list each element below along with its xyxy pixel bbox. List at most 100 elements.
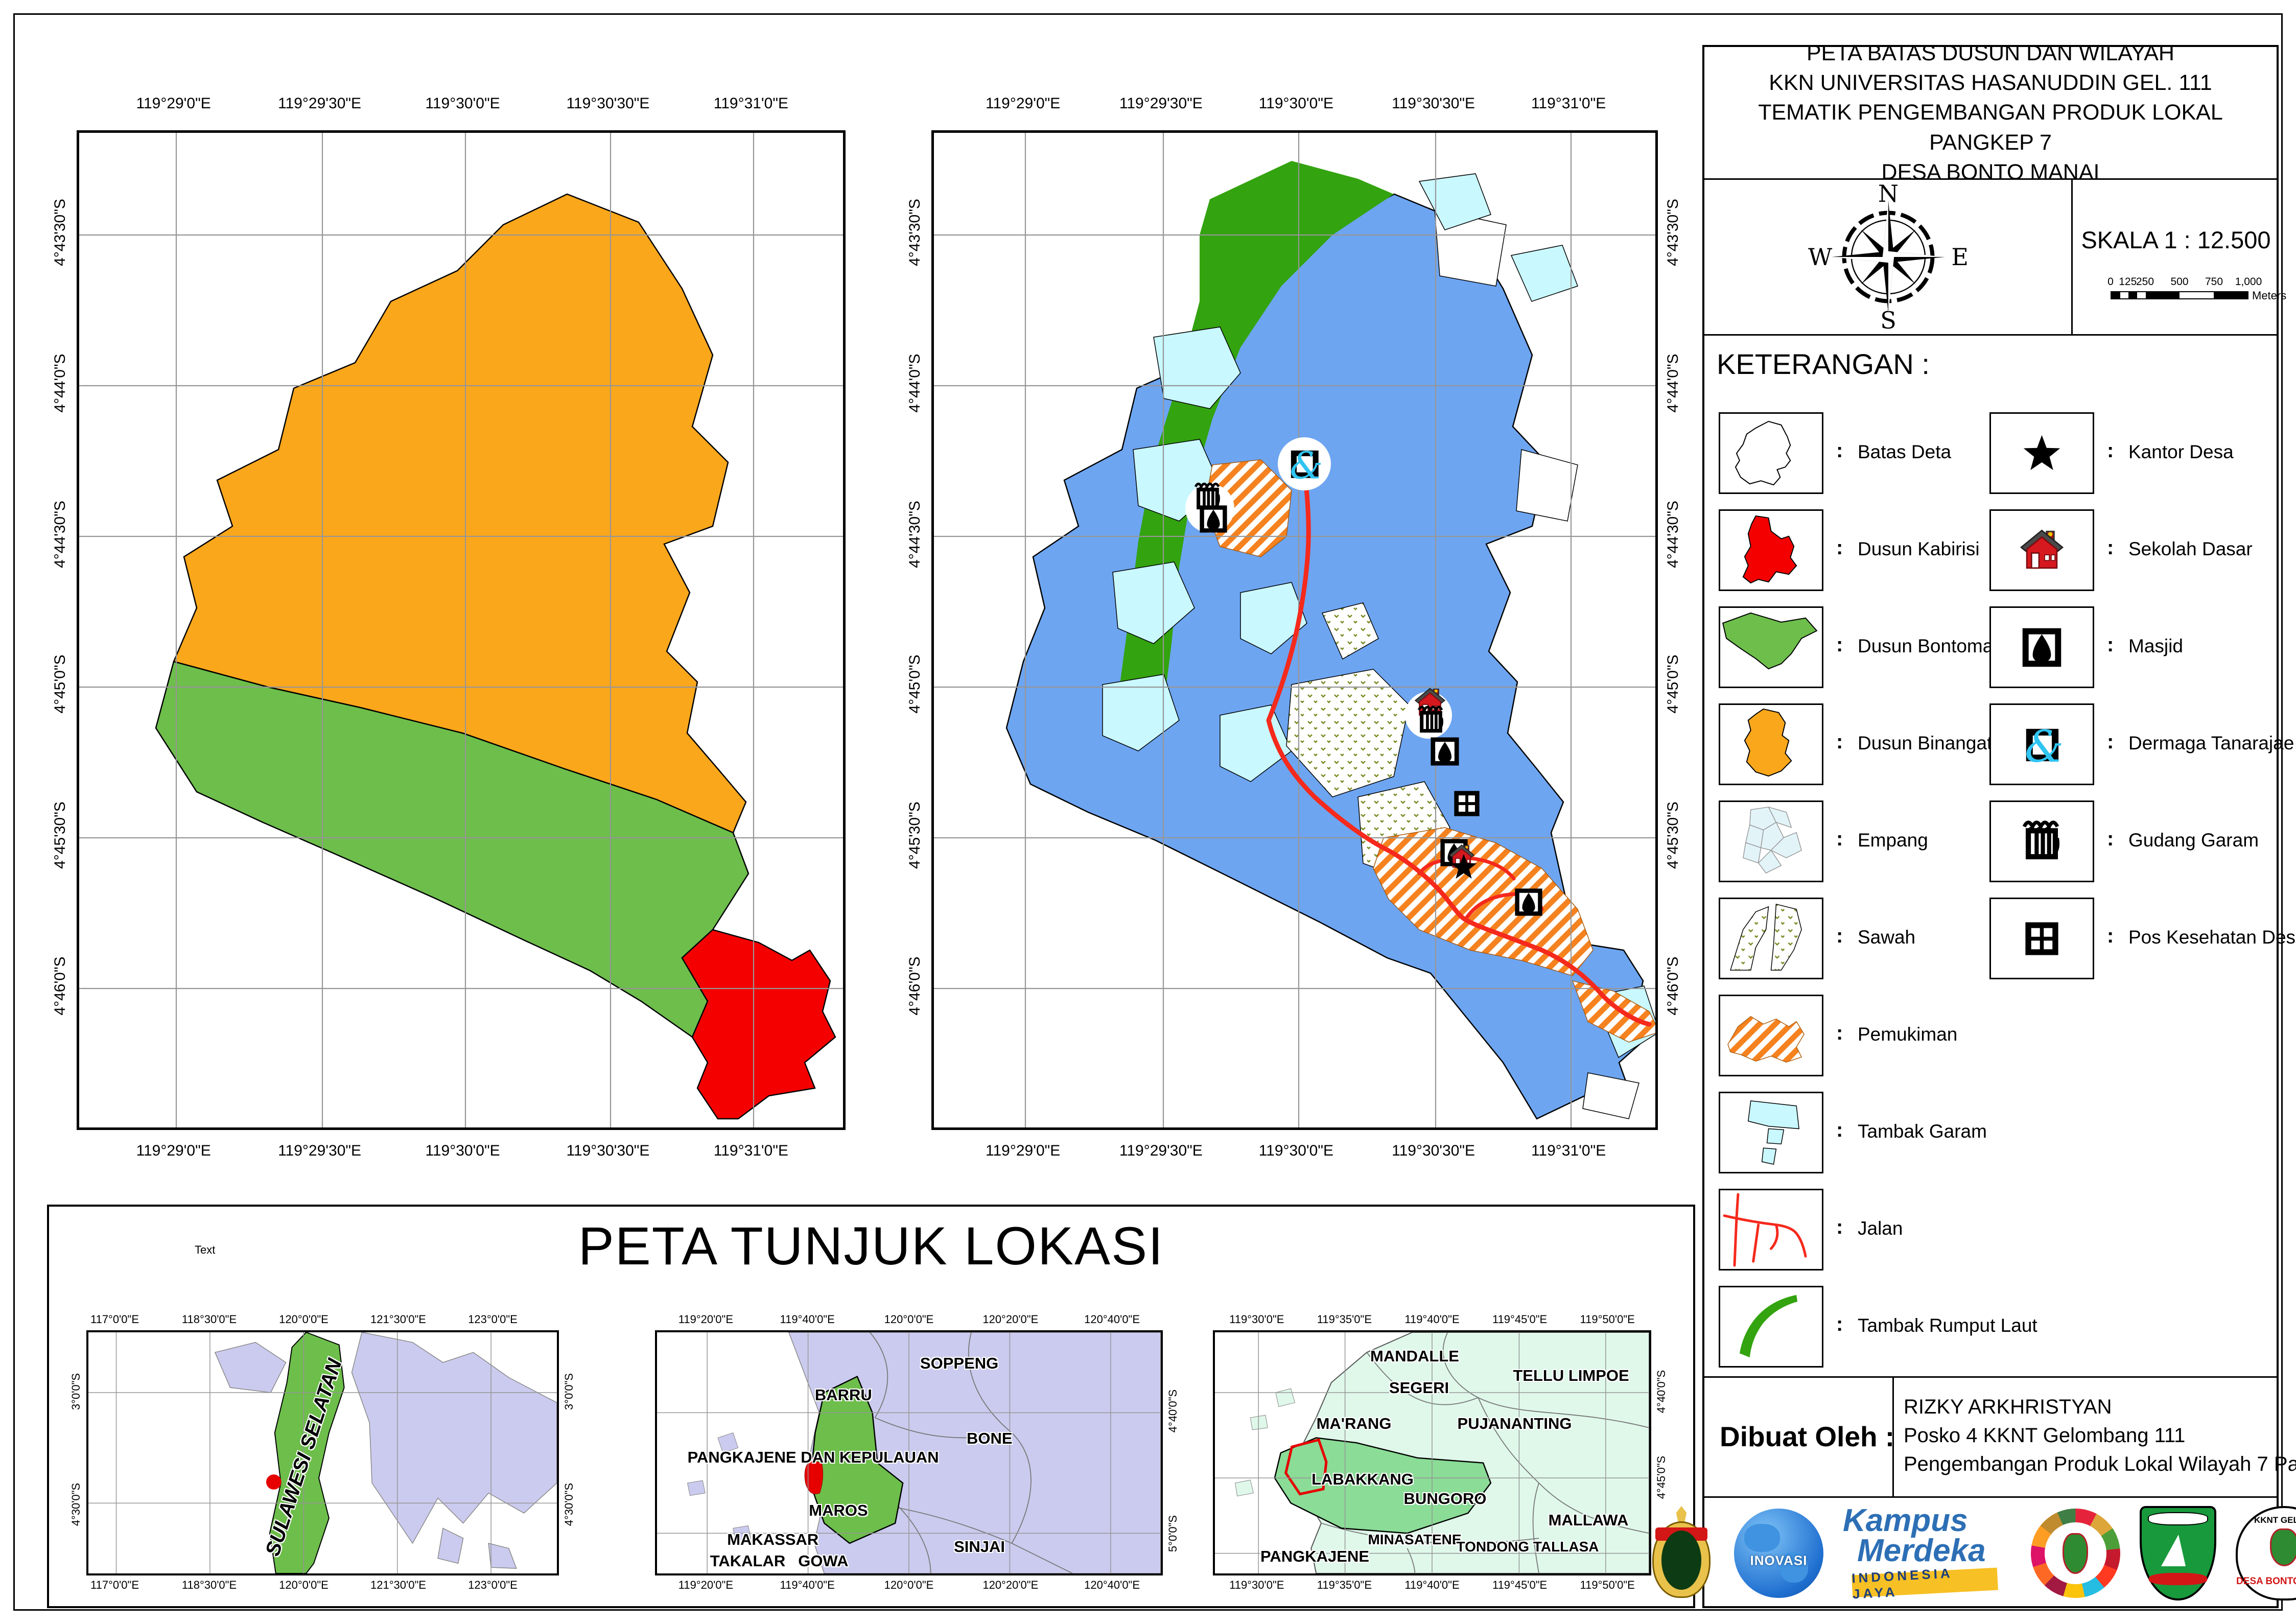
inset-kabupaten: SOPPENG BARRU BONE PANGKAJENE DAN KEPULA…	[655, 1330, 1163, 1575]
right-map-lon-bottom: 119°29'0"E 119°29'30"E 119°30'0"E 119°30…	[931, 1142, 1658, 1163]
legend-colon: :	[1836, 925, 1843, 947]
right-map-lat-right: 4°43'30"S 4°44'0"S 4°44'30"S 4°45'0"S 4°…	[1662, 130, 1684, 1130]
credit-line: Pengembangan Produk Lokal Wilayah 7 Pang…	[1904, 1453, 2296, 1475]
scale-bar	[2111, 291, 2248, 299]
lon-label: 119°30'30"E	[566, 1142, 650, 1159]
legend-label: Sawah	[1858, 927, 1916, 948]
legend-colon: :	[2107, 439, 2114, 462]
region-label: BUNGORO	[1403, 1489, 1487, 1508]
lon-label: 119°40'0"E	[780, 1313, 835, 1326]
lon-label: 117°0'0"E	[90, 1579, 139, 1591]
legend-swatch-pos-kesehatan	[1989, 898, 2094, 979]
lon-label: 121°30'0"E	[370, 1579, 426, 1591]
lon-label: 119°35'0"E	[1317, 1313, 1372, 1326]
inset2-lat-right: 4°40'0"S 5°0'0"S	[1164, 1330, 1182, 1575]
lat-label: 4°30'0"S	[563, 1482, 575, 1526]
lon-label: 119°29'30"E	[278, 95, 362, 112]
inset1-lat-left: 3°0'0"S 4°30'0"S	[67, 1330, 85, 1575]
sdgs-logo	[2031, 1509, 2120, 1598]
non-village-gap	[1434, 209, 1507, 287]
inset-kabupaten-svg	[657, 1332, 1161, 1573]
legend-swatch-dusun-kabirisi	[1719, 509, 1823, 591]
left-map-gridlines	[79, 133, 843, 1127]
non-village-gap	[1516, 449, 1578, 522]
sheet-border	[13, 13, 2283, 1611]
legend-label: Gudang Garam	[2128, 830, 2259, 851]
inset1-lon-bottom: 117°0'0"E 118°30'0"E 120°0'0"E 121°30'0"…	[86, 1579, 559, 1593]
legend-swatch-sawah	[1719, 898, 1823, 979]
lat-label: 4°44'30"S	[1665, 500, 1681, 568]
lat-label: 4°44'30"S	[906, 500, 923, 568]
lon-label: 119°50'0"E	[1580, 1313, 1635, 1326]
scale-tick: 750	[2205, 276, 2223, 288]
lon-label: 119°29'30"E	[278, 1142, 362, 1159]
legend-swatch-sekolah-dasar	[1989, 509, 2094, 591]
lon-label: 120°0'0"E	[884, 1313, 934, 1326]
legend-label: Masjid	[2128, 636, 2183, 656]
legend-label: Batas Deta	[1858, 441, 1952, 462]
tambak-garam-area	[1220, 704, 1292, 782]
region-label: PUJANANTING	[1457, 1415, 1572, 1433]
scale-unit: Meters	[2252, 289, 2287, 302]
legend-colon: :	[2107, 828, 2114, 850]
lat-label: 4°45'0"S	[906, 654, 923, 714]
island	[214, 1341, 287, 1393]
legend-label: Dusun Binangatoa	[1858, 733, 2013, 754]
legend-swatch-kantor-desa	[1989, 412, 2094, 494]
lat-label: 4°44'30"S	[52, 500, 68, 568]
inset1-lat-right: 3°0'0"S 4°30'0"S	[560, 1330, 578, 1575]
lon-label: 120°20'0"E	[982, 1313, 1039, 1326]
lon-label: 119°31'0"E	[713, 95, 789, 112]
legend-label: Sekolah Dasar	[2128, 538, 2253, 559]
legend-label: Pemukiman	[1858, 1024, 1958, 1045]
tambak-garam-area	[1510, 245, 1578, 302]
tambak-rumput-laut-area	[1118, 161, 1394, 705]
left-map-lon-top: 119°29'0"E 119°29'30"E 119°30'0"E 119°30…	[77, 95, 846, 115]
lon-label: 119°29'0"E	[136, 1142, 211, 1159]
lon-label: 119°30'0"E	[1258, 95, 1333, 112]
lat-label: 4°44'0"S	[52, 354, 68, 413]
inset-kecamatan: MANDALLE SEGERI TELLU LIMPOE MA'RANG PUJ…	[1213, 1330, 1651, 1575]
lon-label: 119°30'30"E	[566, 95, 650, 112]
tambak-garam-area	[1153, 326, 1241, 409]
masjid-icon	[1517, 891, 1540, 914]
legend-colon: :	[1836, 1119, 1843, 1141]
scalebar-ticks: 0 125 250 500 750 1,000	[2107, 276, 2262, 289]
map-title-line: TEMATIK PENGEMBANGAN PRODUK LOKAL PANGKE…	[1758, 100, 2223, 155]
right-map-gridlines	[934, 133, 1655, 1127]
legend-swatch-gudang-garam	[1989, 801, 2094, 882]
legend-colon: :	[1836, 1216, 1843, 1238]
lat-label: 4°45'30"S	[1665, 801, 1681, 869]
lon-label: 123°0'0"E	[468, 1579, 518, 1591]
lat-label: 4°43'30"S	[906, 198, 923, 266]
lat-label: 4°40'0"S	[1655, 1370, 1668, 1414]
lat-label: 4°43'30"S	[1665, 198, 1681, 266]
lon-label: 120°0'0"E	[884, 1579, 934, 1591]
legend-colon: :	[1836, 536, 1843, 559]
lon-label: 119°29'30"E	[1119, 95, 1203, 112]
region-label: MA'RANG	[1316, 1415, 1392, 1433]
kampus-merdeka-logo: Kampus Merdeka INDONESIA JAYA	[1843, 1505, 2011, 1602]
tambak-garam-area	[1418, 173, 1491, 230]
compass-w: W	[1808, 243, 1833, 271]
lon-label: 119°29'0"E	[986, 1142, 1061, 1159]
lon-label: 119°20'0"E	[678, 1313, 734, 1326]
inset3-gridlines	[1215, 1332, 1649, 1573]
lon-label: 120°40'0"E	[1084, 1313, 1140, 1326]
island	[1235, 1479, 1254, 1497]
scale-tick: 0	[2107, 276, 2114, 288]
locator-note: Text	[195, 1243, 216, 1256]
legend-label: Empang	[1858, 830, 1928, 851]
lat-label: 4°44'0"S	[906, 354, 923, 413]
lon-label: 119°30'0"E	[1229, 1313, 1284, 1326]
legend-swatch-tambak-rumput-laut	[1719, 1286, 1823, 1368]
lon-label: 119°30'0"E	[425, 95, 500, 112]
sidebar: PETA BATAS DUSUN DAN WILAYAH KKN UNIVERS…	[1652, 41, 2296, 1608]
lat-label: 4°45'0"S	[1665, 654, 1681, 714]
region-label: PANGKAJENE DAN KEPULAUAN	[687, 1448, 939, 1467]
island	[717, 1432, 739, 1453]
lon-label: 117°0'0"E	[90, 1313, 139, 1326]
region-label: SOPPENG	[920, 1354, 999, 1373]
scale-tick: 125	[2119, 276, 2137, 288]
